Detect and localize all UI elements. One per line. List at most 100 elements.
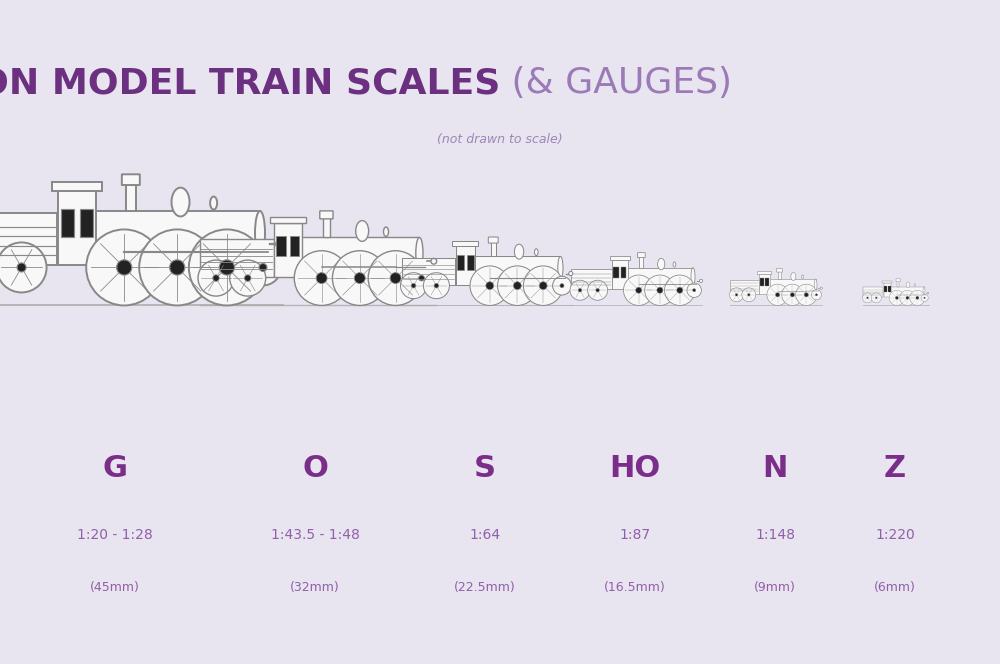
Text: COMMON MODEL TRAIN SCALES (& GAUGES): COMMON MODEL TRAIN SCALES (& GAUGES): [46, 66, 954, 100]
Circle shape: [0, 242, 3, 292]
Circle shape: [790, 293, 795, 297]
Circle shape: [244, 275, 251, 282]
Bar: [627, 268, 693, 286]
Circle shape: [871, 293, 881, 303]
FancyBboxPatch shape: [571, 269, 612, 290]
Bar: [290, 236, 299, 256]
Circle shape: [117, 260, 132, 275]
Circle shape: [513, 282, 521, 290]
Circle shape: [900, 290, 915, 305]
FancyBboxPatch shape: [730, 280, 759, 294]
Ellipse shape: [673, 262, 676, 267]
Bar: [474, 256, 560, 280]
FancyBboxPatch shape: [488, 237, 498, 243]
Circle shape: [139, 230, 215, 305]
Bar: [52, 183, 102, 191]
Circle shape: [875, 297, 877, 299]
Circle shape: [782, 284, 803, 305]
Circle shape: [294, 251, 349, 305]
Bar: [891, 287, 924, 295]
Bar: [778, 270, 781, 279]
Bar: [270, 217, 306, 223]
Ellipse shape: [658, 258, 665, 270]
Circle shape: [748, 293, 750, 296]
Circle shape: [401, 273, 427, 299]
Text: S: S: [474, 454, 496, 483]
Circle shape: [498, 266, 537, 305]
Circle shape: [86, 230, 162, 305]
Circle shape: [811, 290, 821, 300]
Circle shape: [699, 280, 703, 282]
Bar: [612, 260, 628, 290]
Text: 1:43.5 - 1:48: 1:43.5 - 1:48: [271, 527, 359, 542]
Circle shape: [645, 275, 675, 305]
Circle shape: [924, 297, 925, 299]
Bar: [467, 256, 474, 270]
Text: Z: Z: [884, 454, 906, 483]
Circle shape: [767, 284, 788, 305]
Circle shape: [17, 263, 26, 272]
Bar: [80, 209, 93, 237]
Bar: [897, 280, 899, 287]
Ellipse shape: [514, 244, 524, 259]
FancyBboxPatch shape: [863, 287, 883, 297]
Text: N: N: [762, 454, 788, 483]
Bar: [457, 256, 464, 270]
Bar: [639, 254, 643, 268]
Bar: [58, 191, 96, 266]
Bar: [126, 177, 136, 211]
Circle shape: [569, 272, 573, 276]
Circle shape: [276, 240, 284, 248]
Circle shape: [189, 230, 265, 305]
Ellipse shape: [923, 287, 925, 295]
Circle shape: [390, 273, 401, 284]
Ellipse shape: [416, 238, 423, 269]
Circle shape: [219, 260, 234, 275]
Circle shape: [796, 284, 817, 305]
Circle shape: [419, 276, 424, 281]
Circle shape: [198, 260, 234, 296]
Text: COMMON MODEL TRAIN SCALES: COMMON MODEL TRAIN SCALES: [0, 66, 500, 100]
Ellipse shape: [255, 211, 265, 255]
Bar: [300, 238, 419, 269]
Bar: [491, 238, 496, 256]
FancyBboxPatch shape: [200, 239, 274, 277]
FancyBboxPatch shape: [637, 253, 645, 258]
Text: 1:20 - 1:28: 1:20 - 1:28: [77, 527, 153, 542]
Ellipse shape: [802, 275, 804, 279]
FancyBboxPatch shape: [320, 211, 333, 219]
Circle shape: [730, 288, 744, 302]
Text: (& GAUGES): (& GAUGES): [500, 66, 732, 100]
FancyBboxPatch shape: [0, 213, 57, 266]
Circle shape: [927, 292, 929, 294]
Bar: [769, 279, 816, 291]
Text: (16.5mm): (16.5mm): [604, 581, 666, 594]
Circle shape: [775, 293, 780, 297]
Ellipse shape: [814, 279, 817, 291]
Text: 1:148: 1:148: [755, 527, 795, 542]
Bar: [621, 267, 626, 278]
Circle shape: [570, 280, 590, 300]
Text: 1:87: 1:87: [619, 527, 651, 542]
Ellipse shape: [356, 220, 369, 241]
Circle shape: [368, 251, 423, 305]
Text: O: O: [302, 454, 328, 483]
Circle shape: [431, 258, 437, 264]
FancyBboxPatch shape: [402, 258, 455, 285]
Bar: [323, 213, 330, 238]
Text: 1:64: 1:64: [469, 527, 501, 542]
Circle shape: [636, 288, 642, 293]
Ellipse shape: [914, 284, 915, 286]
Circle shape: [170, 260, 185, 275]
Circle shape: [889, 290, 904, 305]
FancyBboxPatch shape: [896, 279, 900, 282]
Ellipse shape: [210, 197, 217, 210]
Circle shape: [470, 266, 510, 305]
Circle shape: [486, 282, 494, 290]
Bar: [274, 223, 302, 277]
Ellipse shape: [906, 282, 910, 288]
Ellipse shape: [534, 249, 538, 256]
Bar: [884, 283, 891, 297]
Bar: [613, 267, 619, 278]
Circle shape: [863, 293, 873, 303]
